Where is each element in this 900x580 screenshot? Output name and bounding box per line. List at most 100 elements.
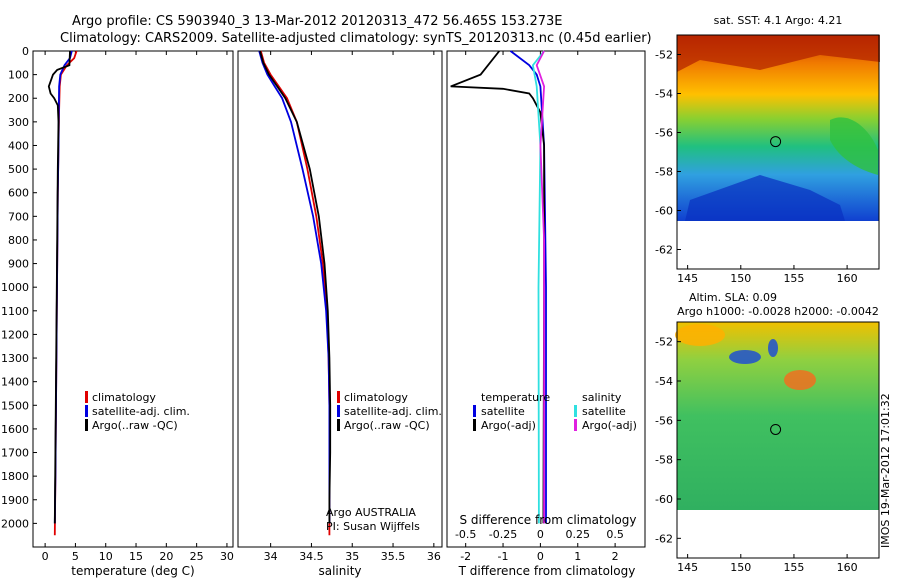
y-tick-label: 200 — [8, 92, 29, 105]
map-x-tick-label: 160 — [837, 272, 858, 285]
x-tick-label: 1 — [574, 550, 581, 563]
sst-green-patch — [830, 117, 878, 175]
x-tick-label: 34 — [264, 550, 278, 563]
sla-map-ticks: 145 150 155 160 -52 -54 -56 -58 -60 -62 — [655, 336, 858, 574]
legend-salinity-title: salinity — [582, 391, 622, 404]
salinity-axes — [237, 50, 443, 548]
y-tick-label: 0 — [22, 45, 29, 58]
legend-swatch-temp-argo — [473, 419, 476, 431]
legend-satellite: satellite-adj. clim. — [92, 405, 190, 418]
y-tick-label: 1000 — [1, 281, 29, 294]
series-line-argo-raw-qc- — [47, 50, 71, 524]
sst-map-panel: sat. SST: 4.1 Argo: 4.21 145 150 155 160 -52… — [655, 14, 880, 285]
legend-temp-satellite: satellite — [481, 405, 525, 418]
difference-s-xlabel: S difference from climatology — [460, 513, 637, 527]
header-line-2: Climatology: CARS2009. Satellite-adjuste… — [60, 31, 652, 46]
legend-argo: Argo(..raw -QC) — [344, 419, 430, 432]
map-x-tick-label: 160 — [837, 561, 858, 574]
map-x-tick-label: 150 — [730, 272, 751, 285]
y-tick-label: 100 — [8, 69, 29, 82]
x-tick-label: 0 — [537, 550, 544, 563]
series-line-temperature-argo-adj- — [450, 50, 545, 524]
difference-lines — [450, 50, 547, 524]
x-tick-label: 36 — [427, 550, 441, 563]
argo-location-marker — [770, 423, 782, 435]
legend-swatch-temp-satellite — [473, 405, 476, 417]
x2-tick-label: -0.5 — [455, 528, 476, 541]
map-y-tick-label: -58 — [655, 166, 673, 179]
map-x-tick-label: 150 — [730, 561, 751, 574]
y-tick-label: 1300 — [1, 352, 29, 365]
x-tick-label: 20 — [159, 550, 173, 563]
y-tick-label: 2000 — [1, 517, 29, 530]
map-x-tick-label: 155 — [783, 561, 804, 574]
y-tick-label: 1800 — [1, 470, 29, 483]
sla-map-panel: Altim. SLA: 0.09 Argo h1000: -0.0028 h20… — [655, 291, 880, 574]
salinity-legend: climatology satellite-adj. clim. Argo(..… — [337, 391, 442, 432]
map-y-tick-label: -62 — [655, 244, 673, 257]
legend-temp-argo: Argo(-adj) — [481, 419, 536, 432]
y-tick-label: 600 — [8, 187, 29, 200]
map-x-tick-label: 145 — [677, 561, 698, 574]
map-y-tick-label: -60 — [655, 205, 673, 218]
series-line-salinity-satellite — [531, 50, 545, 524]
sla-low-patch — [729, 350, 761, 364]
legend-swatch-sal-argo — [574, 419, 577, 431]
x-tick-label: 5 — [72, 550, 79, 563]
x2-tick-label: 0.5 — [606, 528, 624, 541]
temperature-panel: 0100200300400500600700800900100011001200… — [1, 45, 234, 578]
map-y-tick-label: -58 — [655, 454, 673, 467]
x-tick-label: 10 — [99, 550, 113, 563]
legend-sal-argo: Argo(-adj) — [582, 419, 637, 432]
temperature-lines — [47, 50, 78, 536]
legend-climatology: climatology — [344, 391, 408, 404]
x2-tick-label: 0.25 — [566, 528, 591, 541]
x2-tick-label: -0.25 — [489, 528, 517, 541]
series-line-salinity-argo-adj- — [535, 50, 546, 524]
x-tick-label: 15 — [129, 550, 143, 563]
legend-swatch-satellite — [85, 405, 88, 417]
sla-high-patch — [675, 324, 725, 346]
x-tick-label: 34.5 — [299, 550, 324, 563]
sst-map-ticks: 145 150 155 160 -52 -54 -56 -58 -60 -62 — [655, 49, 858, 286]
y-tick-label: 1500 — [1, 399, 29, 412]
x-tick-label: -1 — [498, 550, 509, 563]
legend-argo: Argo(..raw -QC) — [92, 419, 178, 432]
map-y-tick-label: -52 — [655, 49, 673, 62]
map-y-tick-label: -54 — [655, 88, 673, 101]
legend-swatch-argo — [337, 419, 340, 431]
argo-pi-annotation: PI: Susan Wijffels — [326, 520, 420, 533]
legend-satellite: satellite-adj. clim. — [344, 405, 442, 418]
sla-map-frame — [676, 321, 880, 559]
difference-t-xlabel: T difference from climatology — [458, 564, 636, 578]
legend-temperature-title: temperature — [481, 391, 550, 404]
difference-panel: -2 -1 0 1 2 -0.5 -0.25 0 0.25 0.5 T difference fr… — [446, 50, 646, 578]
x-tick-label: 0 — [42, 550, 49, 563]
temperature-depth-ticks: 0 100 200 300 400 500 600 700 800 900 1000 1100 1200… — [1, 45, 37, 530]
map-x-tick-label: 155 — [783, 272, 804, 285]
argo-location-marker — [770, 136, 782, 148]
sla-heatmap — [677, 322, 879, 510]
map-y-tick-label: -52 — [655, 336, 673, 349]
y-tick-label: 1200 — [1, 328, 29, 341]
legend-swatch-argo — [85, 419, 88, 431]
sst-map-title: sat. SST: 4.1 Argo: 4.21 — [714, 14, 843, 27]
legend-swatch-sal-satellite — [574, 405, 577, 417]
x-tick-label: -2 — [460, 550, 471, 563]
x-tick-label: 30 — [220, 550, 234, 563]
sst-cold-patch — [685, 175, 845, 221]
sla-map-subtitle: Argo h1000: -0.0028 h2000: -0.0042 — [677, 305, 879, 318]
map-y-tick-label: -62 — [655, 532, 673, 545]
x-tick-label: 2 — [612, 550, 619, 563]
map-y-tick-label: -60 — [655, 493, 673, 506]
sst-map-frame — [676, 34, 880, 270]
sst-nodata — [677, 221, 879, 269]
series-line-argo-raw-qc- — [259, 50, 332, 524]
header-line-1: Argo profile: CS 5903940_3 13-Mar-2012 2… — [72, 14, 562, 29]
map-x-tick-label: 145 — [677, 272, 698, 285]
temperature-axes — [32, 50, 234, 548]
difference-legend-temperature: temperature satellite Argo(-adj) — [473, 391, 550, 432]
x-tick-label: 35 — [345, 550, 359, 563]
y-tick-label: 500 — [8, 163, 29, 176]
